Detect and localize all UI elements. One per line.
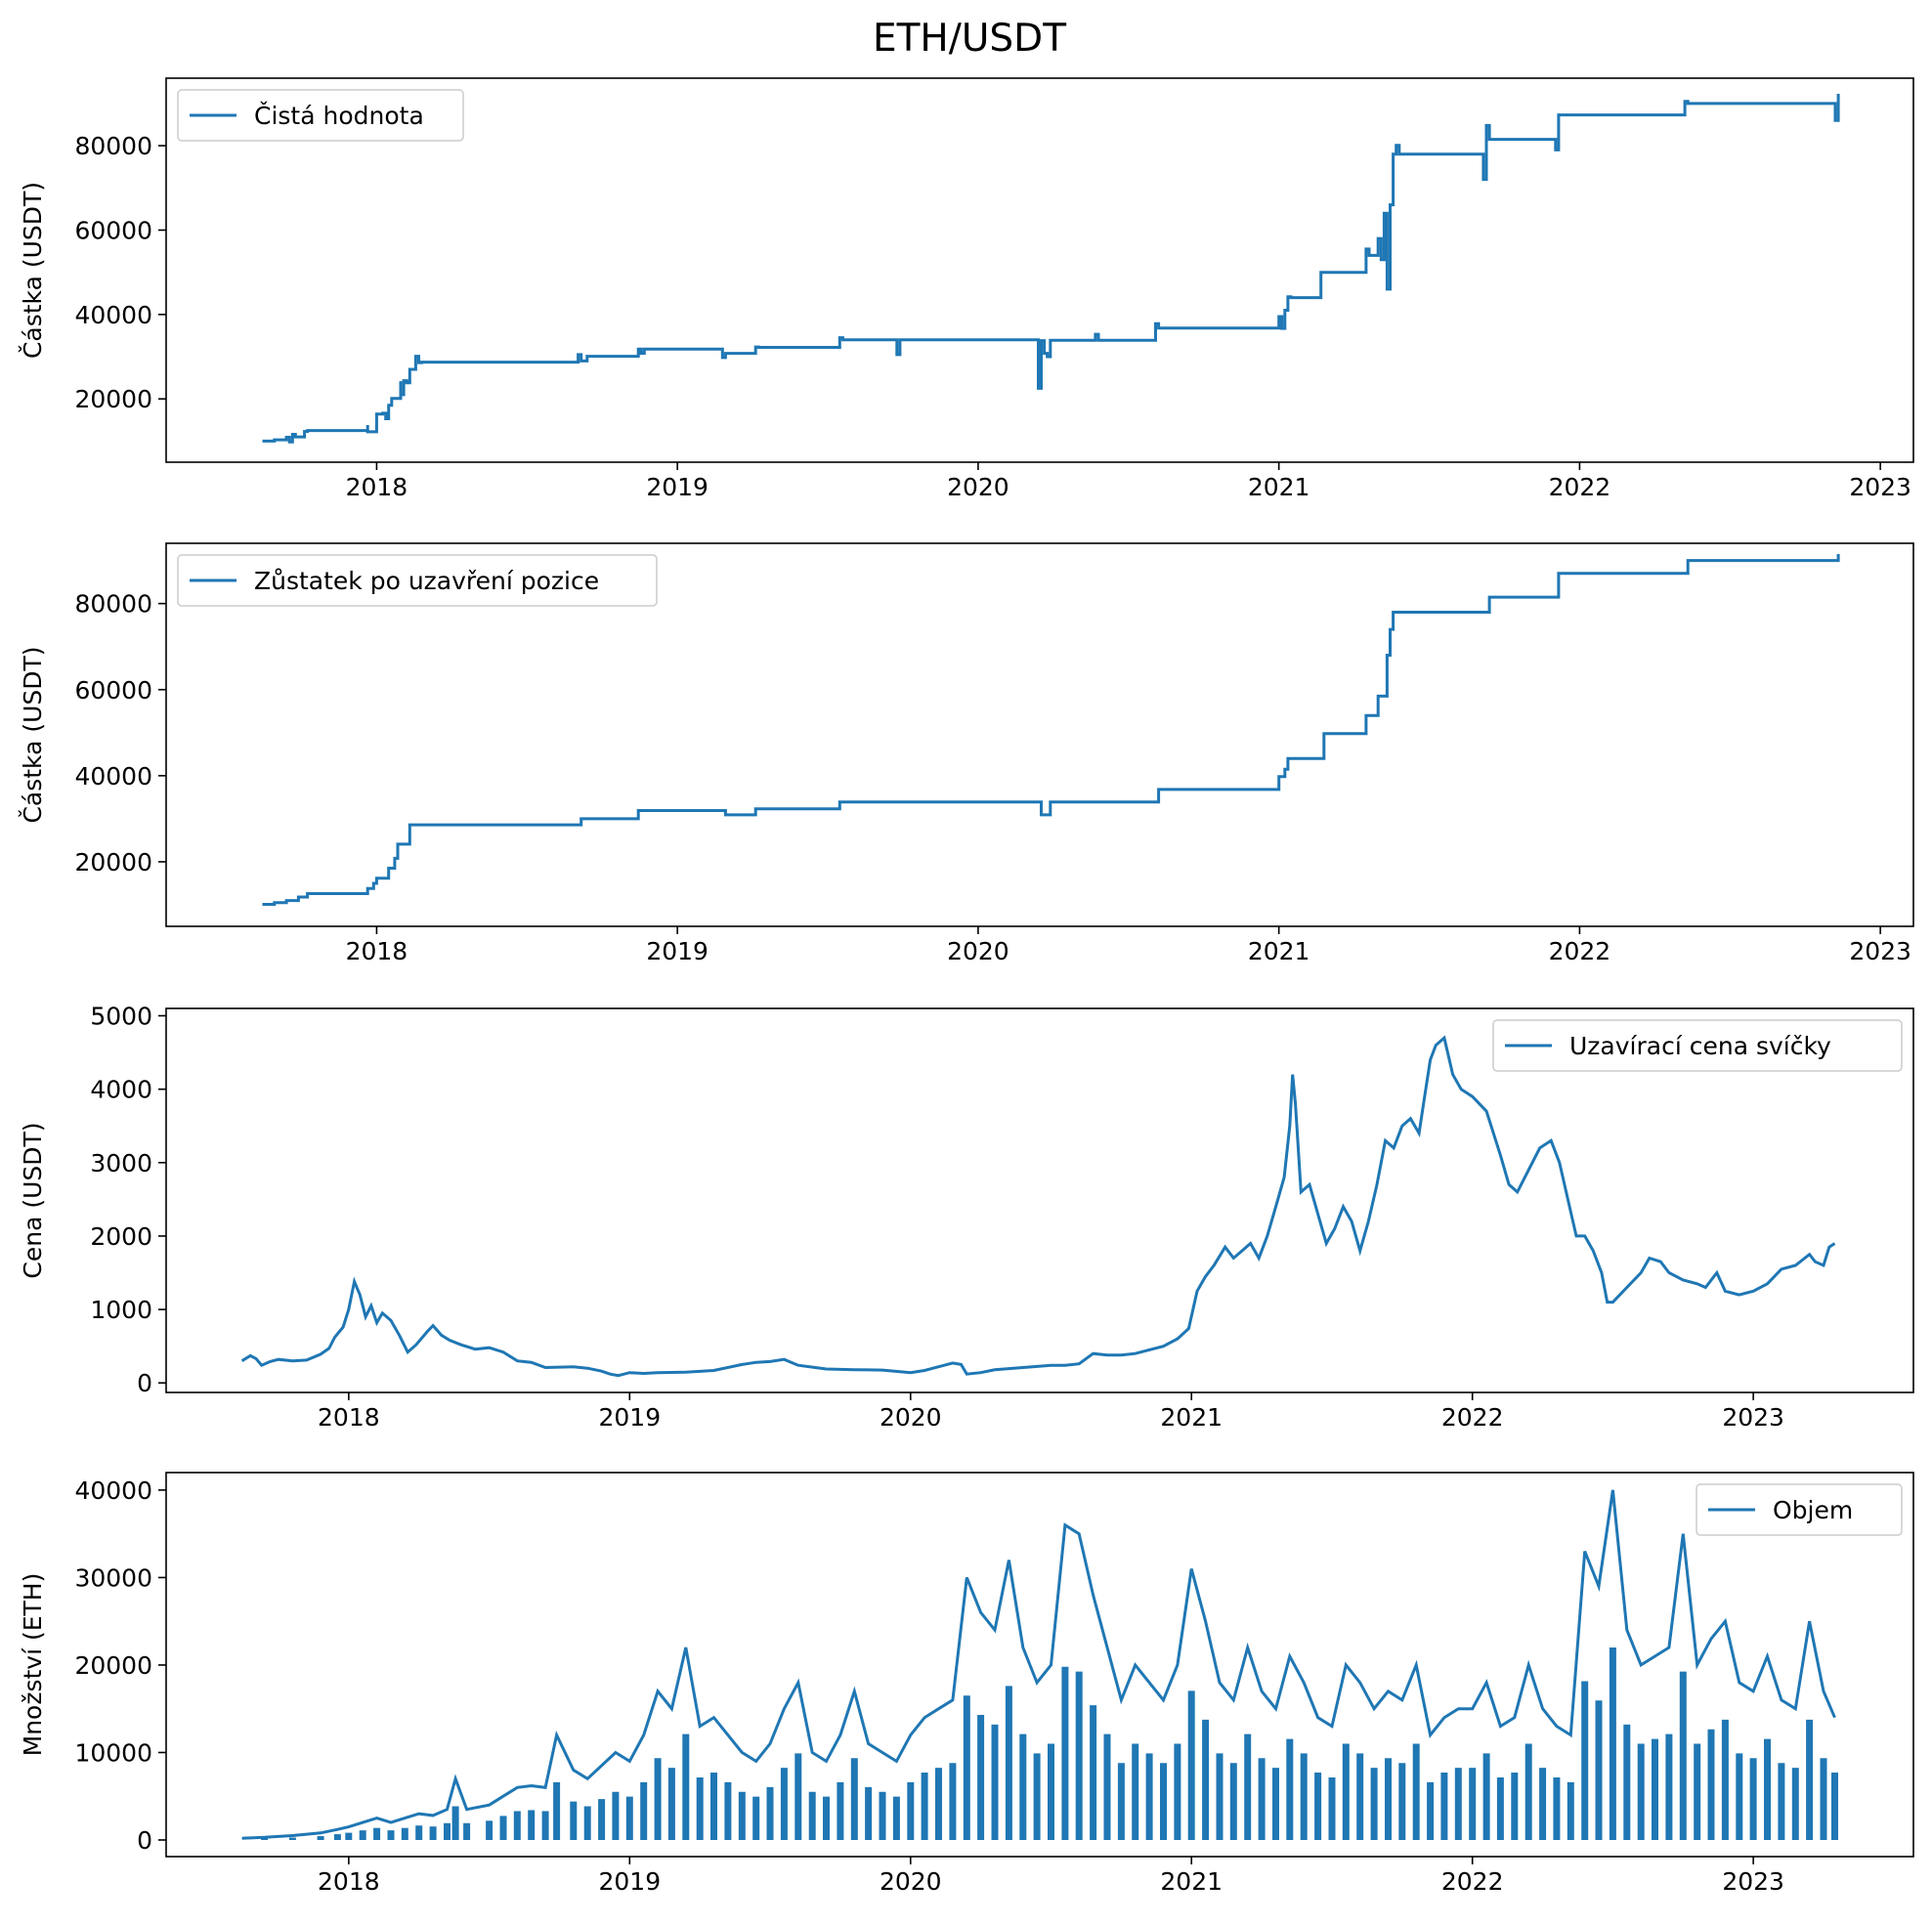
x-tick-label: 2022 <box>1441 1403 1504 1432</box>
x-tick-label: 2019 <box>646 473 708 501</box>
x-tick-label: 2023 <box>1722 1867 1784 1896</box>
x-tick-label: 2020 <box>947 937 1009 965</box>
x-tick-label: 2022 <box>1549 473 1611 501</box>
legend-label: Čistá hodnota <box>254 101 424 130</box>
x-tick-label: 2021 <box>1248 473 1310 501</box>
series-line <box>240 1035 1836 1378</box>
legend: Uzavírací cena svíčky <box>1492 1019 1903 1072</box>
chart-panel-closed-balance: 2018 2019 2020 2021 2022 2023 20000 40000 60000 8… <box>18 542 1914 965</box>
y-tick-label: 20000 <box>74 1651 152 1680</box>
y-tick-label: 40000 <box>74 762 152 791</box>
plot-area-frame <box>165 77 1914 463</box>
x-tick-label: 2023 <box>1849 937 1911 965</box>
y-tick-label: 3000 <box>90 1149 152 1177</box>
y-tick-label: 40000 <box>74 301 152 329</box>
y-tick-label: 80000 <box>74 132 152 160</box>
y-tick-label: 10000 <box>74 1738 152 1767</box>
figure-title: ETH/USDT <box>873 17 1066 61</box>
y-axis-label: Částka (USDT) <box>18 646 47 823</box>
legend-box <box>177 89 464 142</box>
y-tick-label: 60000 <box>74 676 152 705</box>
x-tick-label: 2018 <box>346 473 408 501</box>
chart-panel-volume: 2018 2019 2020 2021 2022 2023 0 10000 20000 30000… <box>19 1472 1914 1896</box>
legend: Čistá hodnota <box>177 89 464 142</box>
x-tick-label: 2022 <box>1441 1867 1504 1896</box>
legend-box <box>1696 1483 1903 1536</box>
legend-label: Objem <box>1773 1496 1853 1524</box>
x-tick-label: 2021 <box>1160 1403 1223 1432</box>
series-line <box>262 554 1840 906</box>
legend-box <box>1492 1019 1903 1072</box>
legend-label: Zůstatek po uzavření pozice <box>254 567 599 595</box>
x-tick-label: 2018 <box>318 1867 380 1896</box>
y-tick-label: 1000 <box>90 1296 152 1324</box>
x-tick-label: 2021 <box>1248 937 1310 965</box>
y-tick-label: 20000 <box>74 848 152 877</box>
x-tick-label: 2021 <box>1160 1867 1223 1896</box>
y-axis-label: Množství (ETH) <box>19 1573 47 1757</box>
y-tick-label: 30000 <box>74 1563 152 1592</box>
legend: Objem <box>1696 1483 1903 1536</box>
plot-area-frame <box>165 1007 1914 1393</box>
y-tick-label: 60000 <box>74 216 152 244</box>
series-line <box>241 1489 1836 1840</box>
x-tick-label: 2023 <box>1849 473 1911 501</box>
legend-box <box>177 554 658 607</box>
x-tick-label: 2023 <box>1722 1403 1784 1432</box>
x-tick-label: 2020 <box>947 473 1009 501</box>
y-axis-label: Cena (USDT) <box>19 1122 47 1278</box>
x-tick-label: 2018 <box>318 1403 380 1432</box>
x-tick-label: 2019 <box>598 1867 661 1896</box>
x-tick-label: 2022 <box>1549 937 1611 965</box>
chart-panel-net-value: 2018 2019 2020 2021 2022 2023 20000 40000 60000 8… <box>18 77 1914 501</box>
x-tick-label: 2019 <box>646 937 708 965</box>
series-line <box>262 94 1840 444</box>
y-tick-label: 80000 <box>74 590 152 619</box>
y-tick-label: 0 <box>137 1369 152 1397</box>
legend: Zůstatek po uzavření pozice <box>177 554 658 607</box>
plot-area-frame <box>165 542 1914 927</box>
y-tick-label: 0 <box>137 1826 152 1855</box>
x-tick-label: 2018 <box>346 937 408 965</box>
y-tick-label: 40000 <box>74 1476 152 1505</box>
x-tick-label: 2020 <box>880 1403 942 1432</box>
y-tick-label: 5000 <box>90 1003 152 1031</box>
y-tick-label: 4000 <box>90 1076 152 1104</box>
x-tick-label: 2020 <box>880 1867 942 1896</box>
x-tick-label: 2019 <box>598 1403 661 1432</box>
legend-label: Uzavírací cena svíčky <box>1569 1032 1831 1060</box>
y-axis-label: Částka (USDT) <box>18 182 47 359</box>
chart-panel-close-price: 2018 2019 2020 2021 2022 2023 0 1000 2000 3000 400… <box>19 1003 1914 1432</box>
y-tick-label: 20000 <box>74 385 152 413</box>
y-tick-label: 2000 <box>90 1222 152 1251</box>
